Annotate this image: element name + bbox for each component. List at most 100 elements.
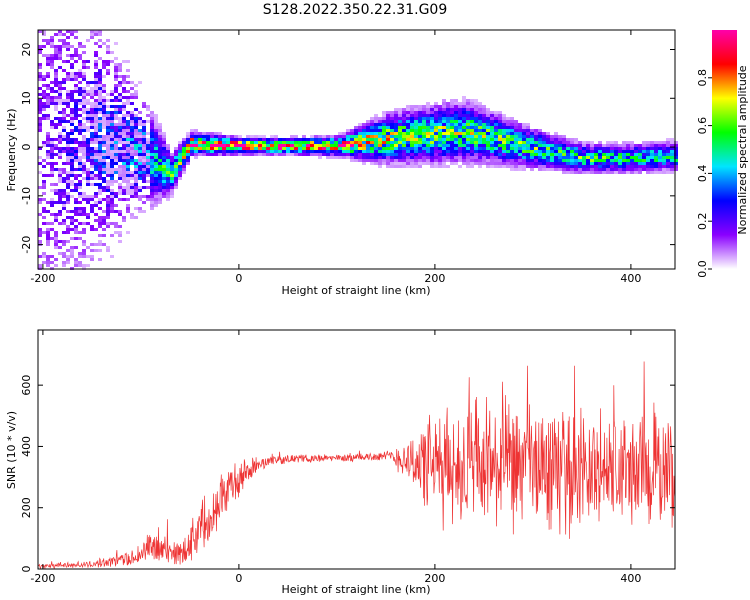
heat-cell	[46, 162, 50, 165]
heat-cell	[94, 243, 98, 246]
heat-cell	[122, 87, 126, 90]
heat-cell	[378, 120, 382, 123]
heat-cell	[498, 141, 502, 144]
heat-cell	[198, 138, 202, 141]
heat-cell	[102, 108, 106, 111]
heat-cell	[166, 165, 170, 168]
heat-cell	[46, 63, 50, 66]
heat-cell	[178, 162, 182, 165]
heat-cell	[478, 129, 482, 132]
heat-cell	[130, 186, 134, 189]
heat-cell	[126, 99, 130, 102]
heat-cell	[438, 156, 442, 159]
heat-cell	[498, 129, 502, 132]
heat-cell	[622, 147, 626, 150]
heat-cell	[506, 162, 510, 165]
heat-cell	[462, 102, 466, 105]
heat-cell	[198, 153, 202, 156]
heat-cell	[626, 171, 630, 174]
heat-cell	[46, 102, 50, 105]
heat-cell	[526, 144, 530, 147]
heat-cell	[374, 150, 378, 153]
heat-cell	[118, 120, 122, 123]
heat-cell	[70, 150, 74, 153]
heat-cell	[582, 171, 586, 174]
heat-cell	[386, 147, 390, 150]
heat-cell	[286, 141, 290, 144]
heat-cell	[246, 144, 250, 147]
heat-cell	[410, 150, 414, 153]
heat-cell	[582, 162, 586, 165]
heat-cell	[670, 153, 674, 156]
heat-cell	[446, 141, 450, 144]
heat-cell	[530, 156, 534, 159]
heat-cell	[150, 198, 154, 201]
heat-cell	[102, 123, 106, 126]
spectrogram-cells	[38, 30, 678, 270]
heat-cell	[586, 171, 590, 174]
heat-cell	[598, 156, 602, 159]
heat-cell	[58, 153, 62, 156]
heat-cell	[138, 132, 142, 135]
heat-cell	[114, 129, 118, 132]
heat-cell	[134, 135, 138, 138]
heat-cell	[478, 144, 482, 147]
heat-cell	[234, 135, 238, 138]
heat-cell	[66, 78, 70, 81]
heat-cell	[358, 129, 362, 132]
heat-cell	[82, 198, 86, 201]
heat-cell	[134, 216, 138, 219]
heat-cell	[134, 120, 138, 123]
heat-cell	[666, 168, 670, 171]
heat-cell	[42, 75, 46, 78]
heat-cell	[122, 171, 126, 174]
heat-cell	[398, 162, 402, 165]
heat-cell	[446, 138, 450, 141]
heat-cell	[150, 138, 154, 141]
heat-cell	[66, 183, 70, 186]
heat-cell	[110, 93, 114, 96]
heat-cell	[558, 165, 562, 168]
heat-cell	[518, 129, 522, 132]
heat-cell	[362, 144, 366, 147]
heat-cell	[174, 165, 178, 168]
heat-cell	[626, 147, 630, 150]
heat-cell	[406, 147, 410, 150]
heat-cell	[418, 159, 422, 162]
heat-cell	[274, 135, 278, 138]
heat-cell	[198, 141, 202, 144]
heat-cell	[390, 153, 394, 156]
heat-cell	[450, 159, 454, 162]
heat-cell	[42, 105, 46, 108]
heat-cell	[90, 225, 94, 228]
heat-cell	[494, 141, 498, 144]
heat-cell	[42, 90, 46, 93]
heat-cell	[474, 135, 478, 138]
heat-cell	[82, 117, 86, 120]
heat-cell	[134, 93, 138, 96]
heat-cell	[414, 153, 418, 156]
heat-cell	[430, 108, 434, 111]
heat-cell	[662, 147, 666, 150]
heat-cell	[430, 159, 434, 162]
heat-cell	[290, 153, 294, 156]
heat-cell	[58, 111, 62, 114]
heat-cell	[398, 120, 402, 123]
heat-cell	[430, 147, 434, 150]
heat-cell	[78, 120, 82, 123]
heat-cell	[614, 150, 618, 153]
heat-cell	[122, 174, 126, 177]
heat-cell	[466, 129, 470, 132]
heat-cell	[438, 147, 442, 150]
heat-cell	[134, 177, 138, 180]
heat-cell	[138, 168, 142, 171]
heat-cell	[354, 132, 358, 135]
heat-cell	[62, 231, 66, 234]
heat-cell	[38, 78, 42, 81]
heat-cell	[278, 147, 282, 150]
heat-cell	[54, 153, 58, 156]
heat-cell	[454, 123, 458, 126]
heat-cell	[122, 147, 126, 150]
heat-cell	[86, 159, 90, 162]
heat-cell	[90, 156, 94, 159]
